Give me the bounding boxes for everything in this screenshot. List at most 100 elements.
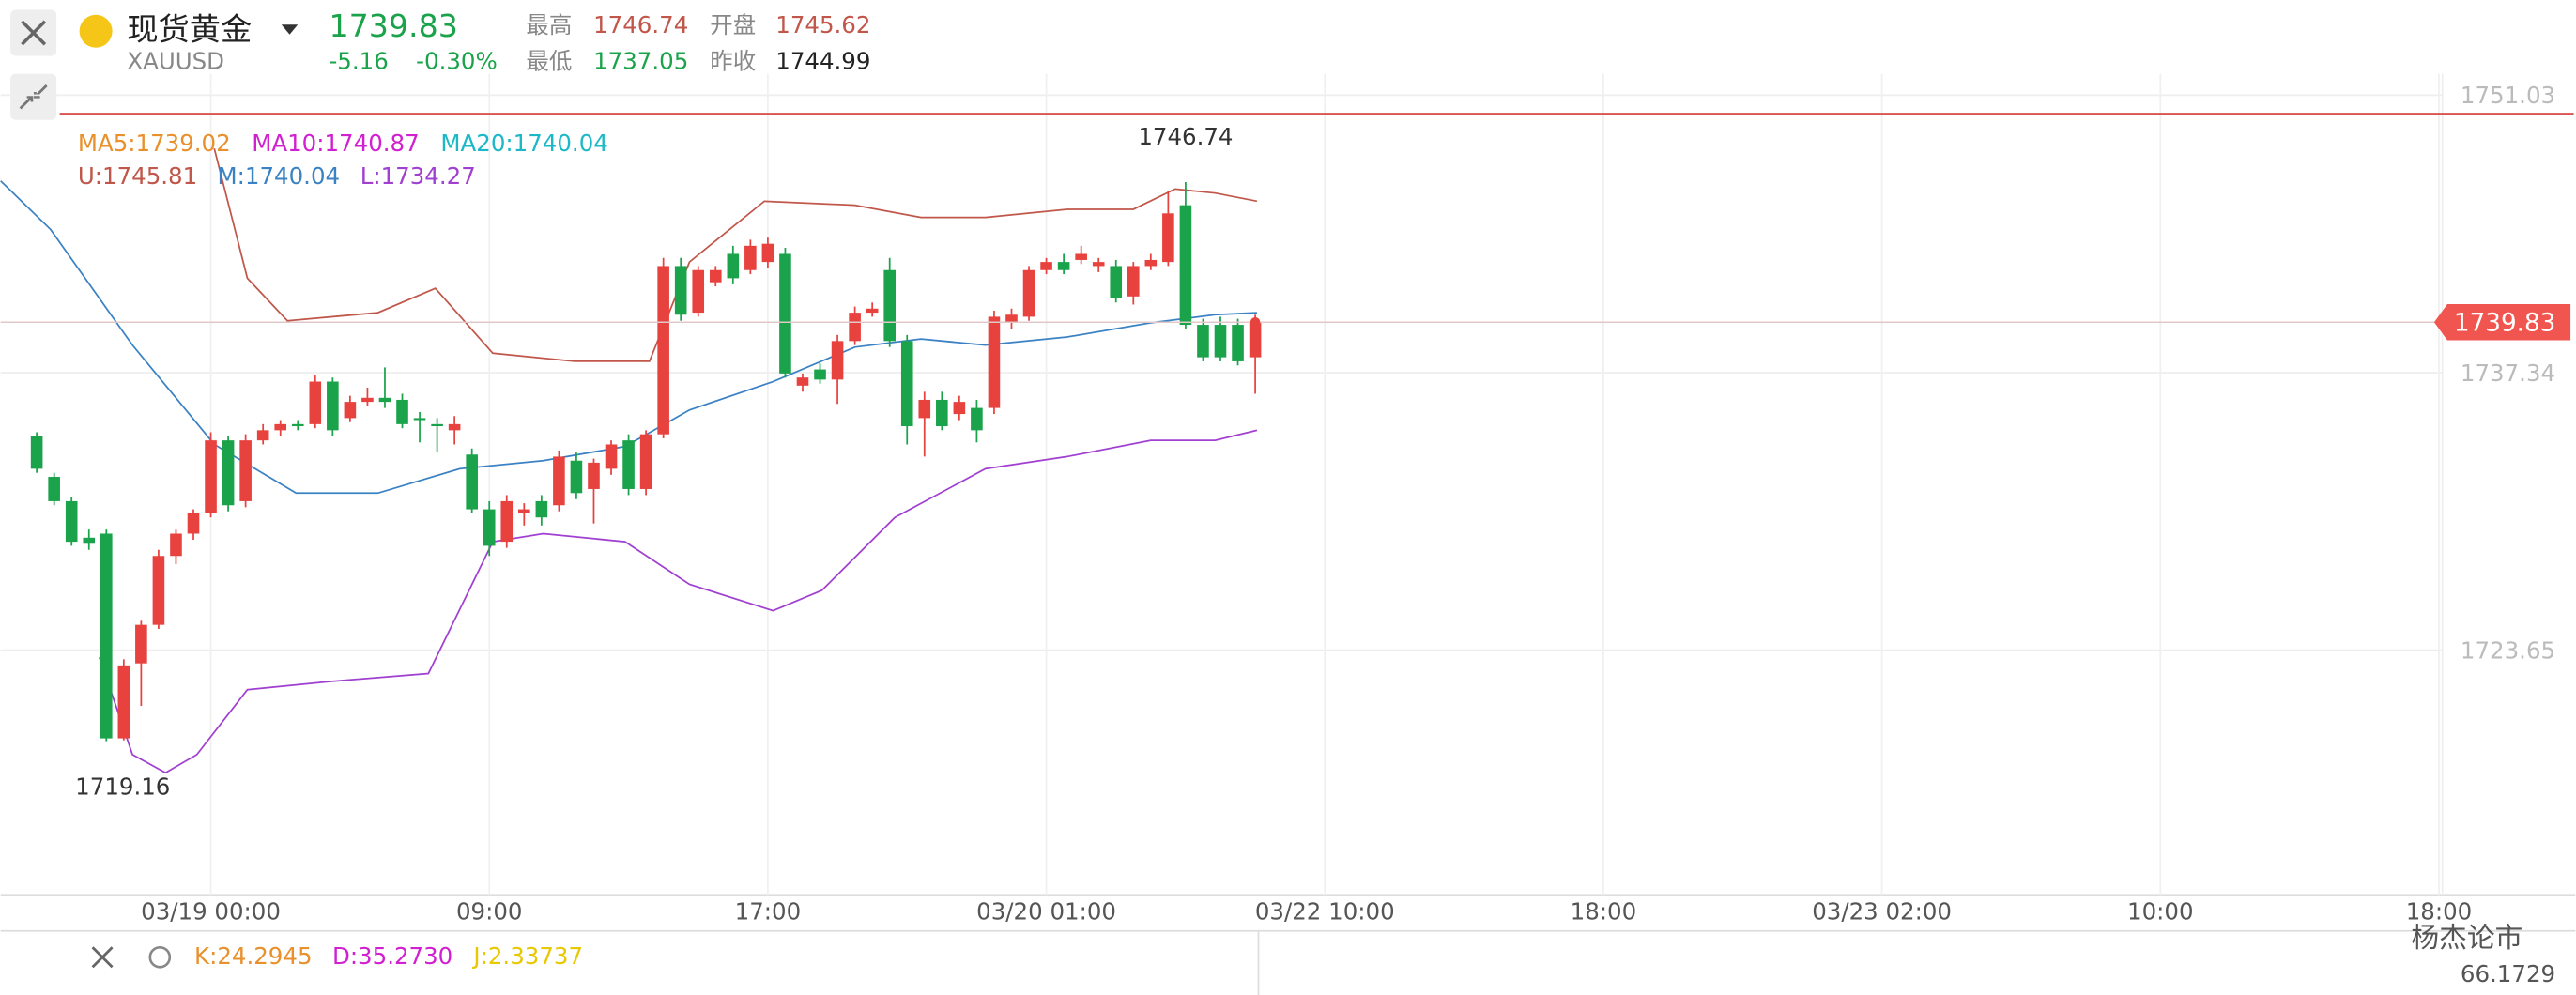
price: 1739.83 [329, 8, 457, 44]
candle-body [1162, 213, 1174, 263]
candle-body [291, 423, 304, 427]
candle-body [692, 269, 705, 314]
candle-body [448, 423, 461, 431]
candle-body [170, 533, 182, 557]
candle-body [483, 509, 496, 546]
candle-body [431, 423, 443, 427]
kdj-label: D:35.2730 [332, 942, 452, 970]
candle-body [466, 454, 478, 510]
ma-label: MA10:1740.87 [252, 130, 419, 157]
settings-icon[interactable] [148, 945, 172, 969]
y-tick-label: 1737.34 [2461, 360, 2555, 387]
x-tick-label: 18:00 [2406, 898, 2473, 926]
candle-body [709, 269, 722, 283]
candle-body [953, 402, 966, 415]
gold-icon [79, 14, 113, 48]
watermark: 杨杰论市 [2411, 922, 2522, 955]
candle-body [553, 456, 565, 506]
boll-label: U:1745.81 [78, 162, 197, 190]
candle-body [1249, 322, 1262, 358]
candle-body [518, 509, 530, 513]
band-line [0, 180, 1257, 495]
candle-body [48, 477, 60, 501]
x-tick-label: 03/20 01:00 [976, 898, 1116, 926]
candle-body [396, 399, 408, 424]
candle-body [1005, 314, 1018, 323]
candle-body [1110, 266, 1123, 298]
stat-value: 1746.74 [593, 11, 688, 38]
band-line [99, 429, 1258, 774]
ma-label: MA20:1740.04 [440, 130, 607, 157]
kdj-panel: K:24.2945 D:35.2730 J:2.33737 66.1729 杨杰… [0, 922, 2576, 995]
indicator-legend: MA5:1739.02 MA10:1740.87 MA20:1740.04 U:… [78, 130, 608, 190]
candle-body [30, 436, 43, 469]
kdj-label: K:24.2945 [194, 942, 312, 970]
kdj-axis-label: 66.1729 [2461, 960, 2555, 987]
candle-body [761, 243, 774, 263]
boll-label: L:1734.27 [360, 162, 476, 190]
ma-label: MA5:1739.02 [78, 130, 231, 157]
candle-body [1057, 262, 1070, 270]
header: 现货黄金 XAUUSD 1739.83 -5.16 -0.30% 最高 1746… [10, 8, 870, 120]
candle-body [605, 444, 618, 469]
candle-body [883, 269, 896, 342]
candle-body [274, 423, 287, 431]
change-pct: -0.30% [416, 47, 498, 74]
symbol: XAUUSD [127, 47, 224, 74]
candle-body [327, 381, 339, 431]
candle-body [1232, 325, 1244, 361]
candle-body [796, 377, 809, 386]
x-tick-label: 18:00 [1571, 898, 1637, 926]
close-kdj[interactable] [91, 946, 114, 969]
y-tick-label: 1723.65 [2461, 636, 2555, 664]
candle-body [65, 500, 78, 543]
candle-body [814, 369, 826, 380]
candle-body [744, 245, 757, 270]
candle-body [256, 430, 269, 441]
stat-label: 昨收 [710, 47, 756, 74]
candle-body [100, 533, 113, 739]
price-tag-label: 1739.83 [2454, 309, 2555, 337]
candle-body [535, 500, 548, 518]
candle-body [849, 313, 861, 342]
candle-body [936, 399, 948, 427]
candle-body [83, 537, 96, 544]
candle-body [1144, 259, 1158, 267]
candle-body [1075, 253, 1087, 260]
candle-body [918, 399, 931, 419]
candle-body [1197, 325, 1209, 358]
kdj-label: J:2.33737 [471, 942, 583, 970]
x-tick-label: 03/22 10:00 [1255, 898, 1395, 926]
candle-body [1214, 325, 1227, 358]
candle-body [570, 460, 583, 494]
y-tick-label: 1751.03 [2461, 82, 2555, 109]
last-dot [1250, 317, 1261, 328]
candle-body [1092, 262, 1105, 267]
candle-body [205, 440, 217, 513]
candle-body [866, 308, 879, 314]
x-tick-label: 03/23 02:00 [1812, 898, 1952, 926]
low-label: 1719.16 [75, 773, 170, 801]
candle-body [1179, 205, 1192, 326]
stat-value: 1744.99 [775, 47, 870, 74]
x-tick-label: 03/19 00:00 [141, 898, 281, 926]
stat-label: 开盘 [710, 11, 756, 38]
stat-value: 1745.62 [775, 11, 870, 38]
instrument-name: 现货黄金 [127, 11, 252, 48]
candle-body [135, 624, 147, 664]
candle-body [900, 341, 913, 427]
candle-body [413, 418, 426, 421]
plot: 1751.03 1737.34 1723.65 03/19 00:00 09:00 17:… [0, 73, 2576, 926]
stat-value: 1737.05 [593, 47, 688, 74]
candle-body [344, 402, 357, 419]
dropdown-arrow[interactable] [281, 24, 299, 35]
candle-body [500, 500, 514, 543]
close-icon [21, 20, 47, 46]
change: -5.16 [329, 47, 388, 74]
boll-label: M:1740.04 [218, 162, 341, 190]
candle-body [361, 397, 374, 403]
candle-body [971, 407, 983, 431]
candle-body [378, 397, 391, 403]
collapse-button[interactable] [10, 73, 57, 120]
